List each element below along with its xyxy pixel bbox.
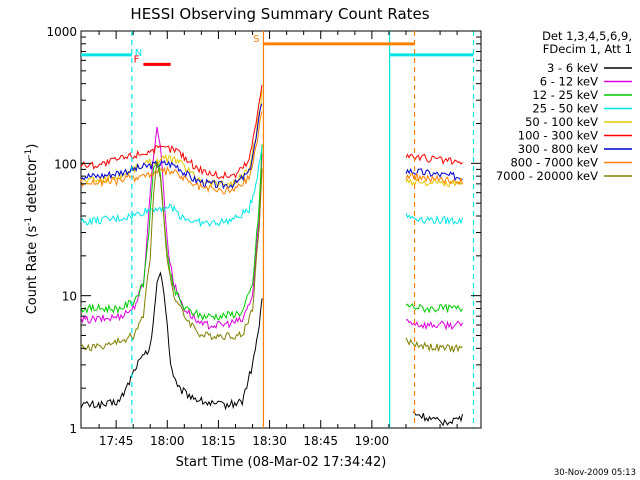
plot-frame [80,30,482,429]
x-tick-label-2: 18:15 [201,434,236,448]
legend-label-6: 300 - 800 keV [518,142,598,156]
legend-label-1: 6 - 12 keV [540,75,598,89]
legend-label-3: 25 - 50 keV [532,102,598,116]
time-markers [131,31,475,428]
y-tick-label-0: 1 [69,422,77,436]
x-tick-label-1: 18:00 [150,434,185,448]
chart-title: HESSI Observing Summary Count Rates [130,5,429,23]
y-label-end: ) [25,144,40,149]
flag-label-2: S [253,34,259,45]
series-lines [80,84,463,427]
y-label-mid: detector [25,157,40,217]
data-gap-region [263,32,415,427]
legend-header-1: Det 1,3,4,5,6,9, [542,29,632,43]
legend-label-4: 50 - 100 keV [525,115,598,129]
y-axis-label: Count Rate (s-1 detector-1) [24,144,40,315]
observing-flags: NF S [81,34,474,66]
series-line-5 [80,84,463,180]
x-axis-ticks: 17:45 18:00 18:15 18:30 18:45 19:00 [98,31,458,448]
series-line-3 [80,147,463,228]
legend-label-0: 3 - 6 keV [547,61,598,75]
legend: Det 1,3,4,5,6,9, FDecim 1, Att 1 3 - 6 k… [496,29,632,183]
y-label-sup2: -1 [24,149,34,158]
series-line-7 [80,111,463,195]
y-tick-label-2: 100 [54,157,77,171]
flag-label-0: N [135,48,142,59]
y-label-sup1: -1 [24,217,34,226]
y-label-main: Count Rate (s [25,226,40,315]
flag-label-1: F [134,54,140,65]
x-tick-label-3: 18:30 [252,434,287,448]
series-line-8 [80,161,463,353]
series-line-0 [80,271,463,427]
legend-label-8: 7000 - 20000 keV [496,169,598,183]
x-tick-label-5: 19:00 [355,434,390,448]
y-tick-label-3: 1000 [46,25,77,39]
series-line-2 [80,144,463,321]
series-line-6 [80,103,463,190]
series-line-1 [80,126,463,331]
timestamp: 30-Nov-2009 05:13 [554,468,636,478]
x-tick-label-4: 18:45 [303,434,338,448]
gap-rect [263,32,415,427]
y-axis-ticks: 1 10 100 1000 [46,25,481,436]
y-tick-label-1: 10 [62,290,77,304]
legend-label-2: 12 - 25 keV [532,88,598,102]
legend-label-5: 100 - 300 keV [518,129,598,143]
legend-label-7: 800 - 7000 keV [510,156,598,170]
legend-header-2: FDecim 1, Att 1 [543,42,632,56]
x-axis-label: Start Time (08-Mar-02 17:34:42) [176,455,387,470]
x-tick-label-0: 17:45 [99,434,134,448]
